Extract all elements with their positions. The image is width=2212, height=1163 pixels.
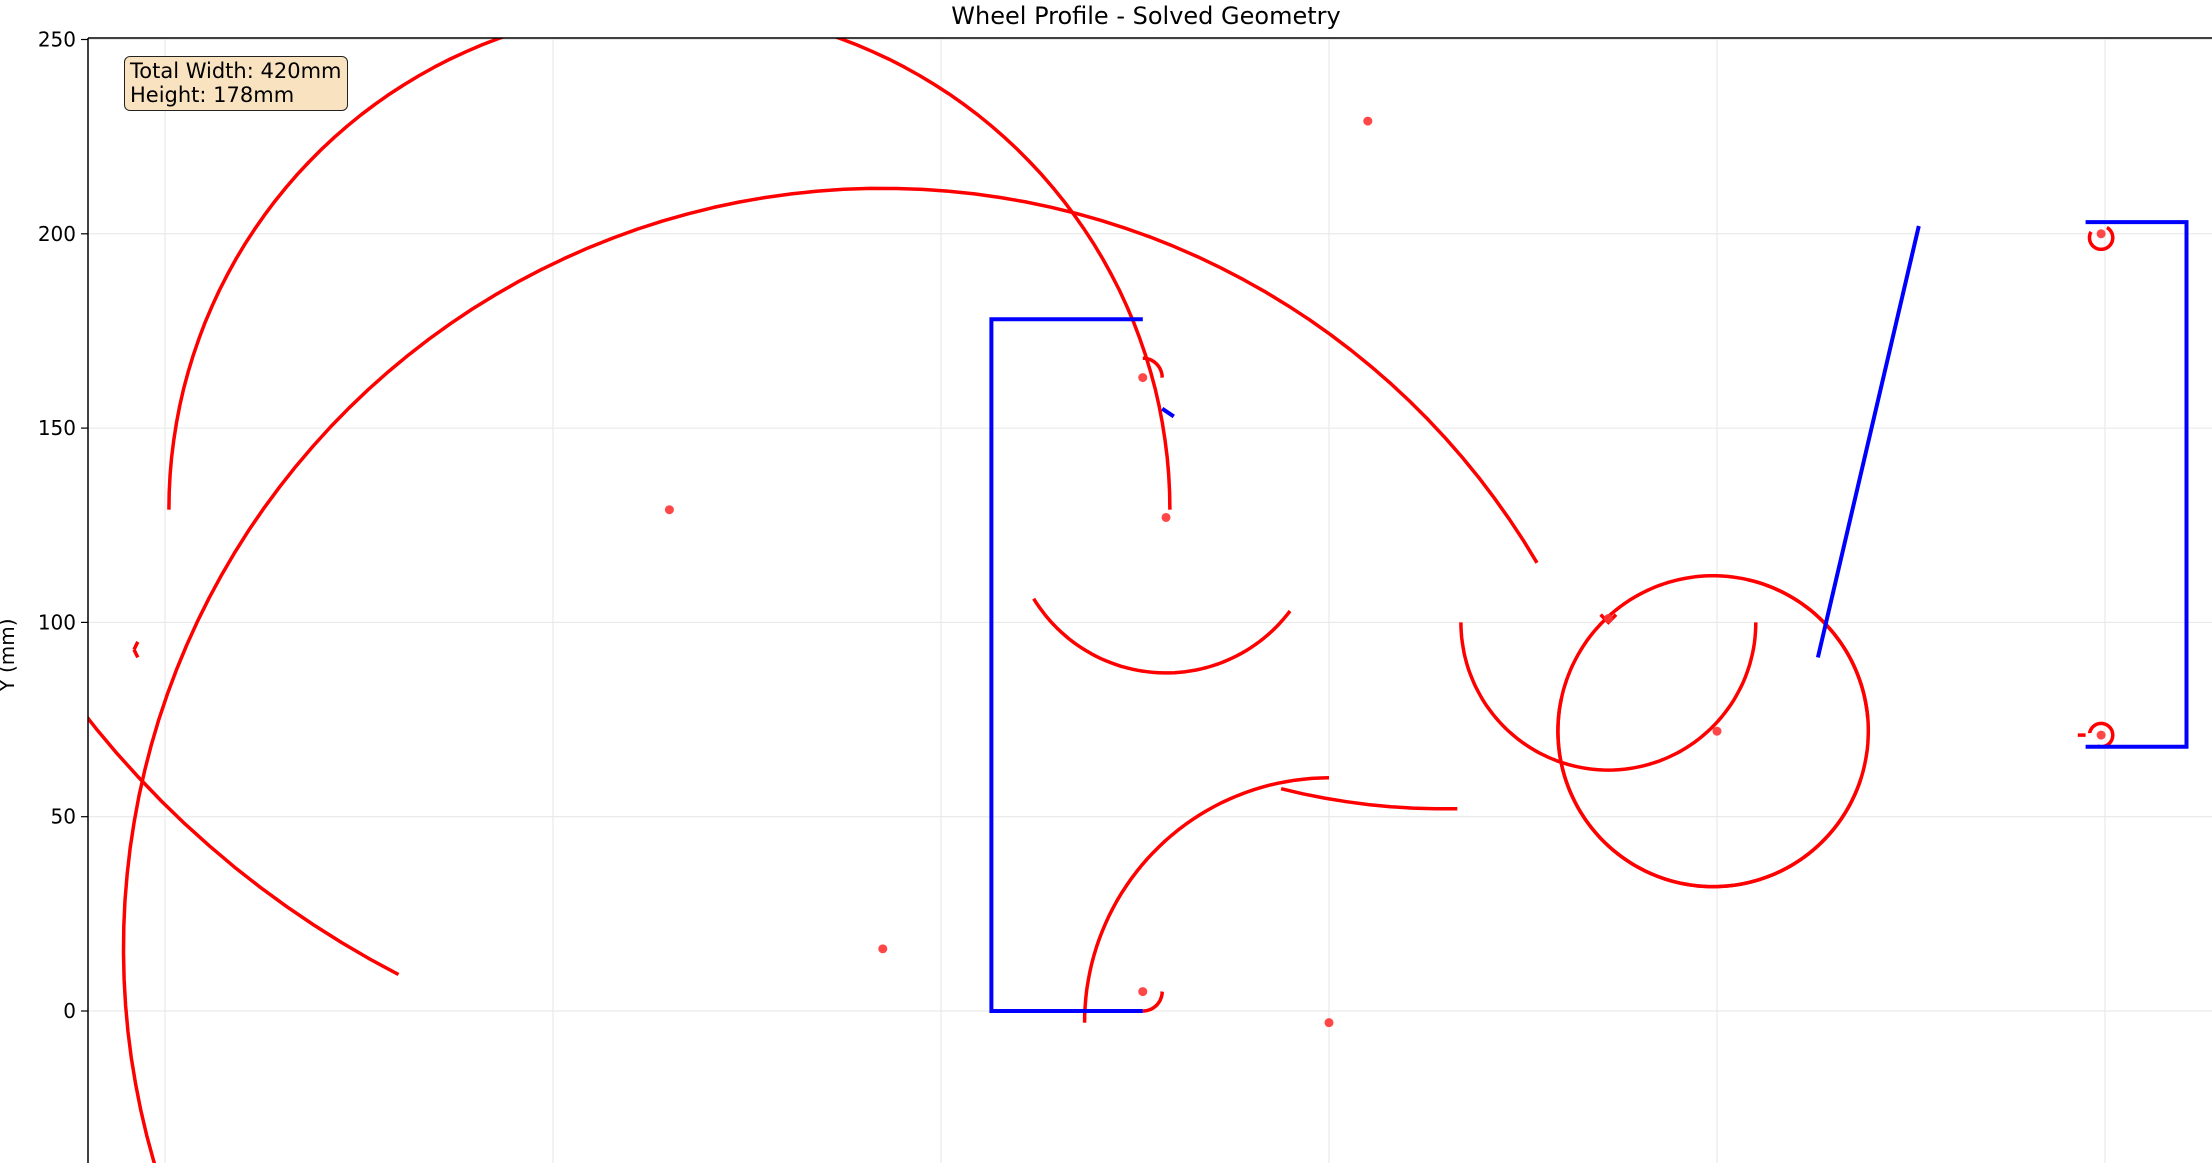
y-tick-label: 200 [38, 222, 76, 246]
construction-arc [1556, 574, 1870, 889]
profile-segment [1161, 407, 1175, 419]
center-point [878, 944, 888, 954]
construction-arc [2087, 226, 2115, 252]
info-height: Height: 178mm [130, 83, 295, 107]
construction-segment [132, 641, 140, 651]
center-point [1324, 1018, 1334, 1028]
construction-arc [167, 38, 1172, 510]
center-point [1161, 512, 1171, 522]
center-point [1138, 987, 1148, 997]
y-tick-label: 50 [51, 805, 76, 829]
profile-segment [2085, 220, 2189, 749]
center-point [1363, 116, 1373, 126]
info-total-width: Total Width: 420mm [130, 59, 342, 83]
profile-segment [989, 317, 1143, 1013]
axes: 0 50 100 150 200 250 [38, 28, 2212, 1163]
construction-arc [1032, 597, 1292, 675]
center-point [2096, 730, 2106, 740]
construction-arc [1082, 776, 1330, 1023]
construction-arc [88, 715, 400, 977]
chart-title: Wheel Profile - Solved Geometry [951, 2, 1340, 30]
construction-arc [121, 186, 950, 1163]
center-point [1138, 373, 1148, 383]
center-point [1603, 614, 1613, 624]
construction-arc [1141, 990, 1164, 1013]
y-tick-label: 150 [38, 416, 76, 440]
construction-arc [1141, 356, 1164, 379]
plot-area [88, 38, 2189, 1163]
construction-segment [132, 648, 140, 659]
info-box: Total Width: 420mm Height: 178mm [124, 56, 349, 111]
y-axis-label: Y (mm) [0, 618, 19, 692]
y-tick-label: 250 [38, 28, 76, 52]
construction-arc [1459, 622, 1758, 772]
profile-segment [1815, 225, 1921, 658]
construction-arc [1280, 786, 1458, 811]
grid [88, 38, 2212, 1163]
y-tick-label: 100 [38, 610, 76, 634]
center-point [664, 505, 674, 515]
center-point [2096, 229, 2106, 239]
center-point [1712, 726, 1722, 736]
construction-arc [948, 189, 1539, 564]
y-tick-label: 0 [63, 999, 76, 1023]
